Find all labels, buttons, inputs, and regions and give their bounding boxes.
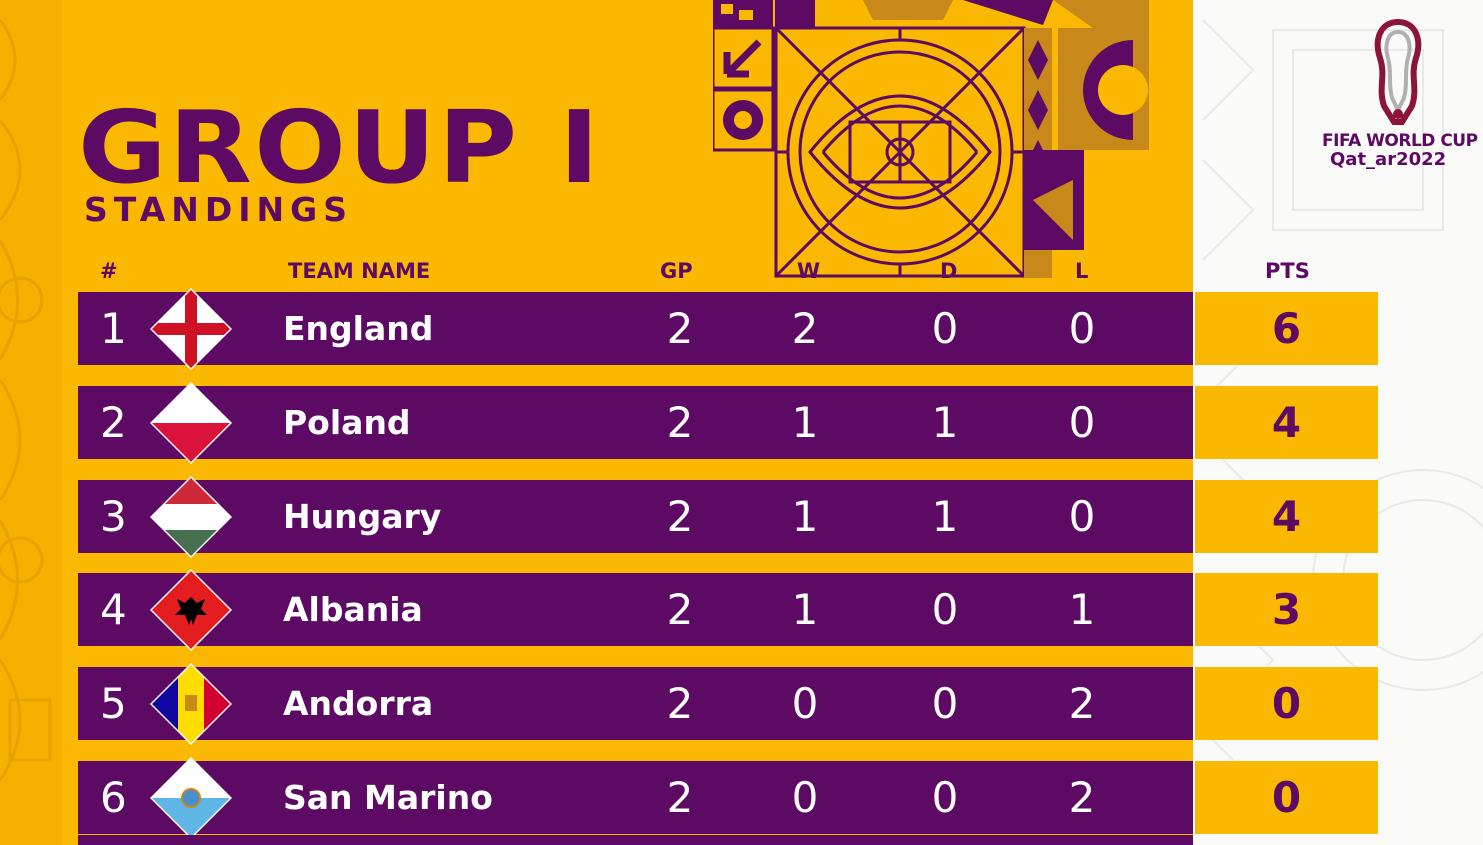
losses-cell: 2 [1068,679,1096,728]
games-played-cell: 2 [666,492,694,541]
points-cell: 4 [1271,398,1302,447]
table-row: 6 San Marino 2 0 0 2 [78,757,1193,839]
andorra-flag-icon [150,663,232,745]
draws-cell: 0 [931,679,959,728]
page-title: GROUP I [78,89,602,206]
points-box: 6 [1195,292,1378,365]
losses-cell: 1 [1068,585,1096,634]
page-subtitle: STANDINGS [84,190,354,229]
world-cup-trophy-logo-icon [1374,18,1422,125]
rank-cell: 6 [100,773,127,822]
stadium-emblem-icon [713,0,1149,278]
points-cell: 6 [1271,304,1302,353]
team-name: San Marino [283,778,493,817]
draws-cell: 0 [931,773,959,822]
column-header-l: L [1075,259,1089,283]
team-name: Hungary [283,497,442,536]
draws-cell: 0 [931,304,959,353]
points-box: 3 [1195,573,1378,646]
column-header-gp: GP [660,259,693,283]
decorative-pattern-left [0,0,62,845]
column-header-d: D [940,259,958,283]
column-header-w: W [797,259,821,283]
wins-cell: 1 [791,585,819,634]
games-played-cell: 2 [666,773,694,822]
games-played-cell: 2 [666,585,694,634]
table-row: 1 England 2 2 0 0 [78,288,1193,370]
san-marino-flag-icon [150,757,232,839]
poland-flag-icon [150,382,232,464]
wins-cell: 0 [791,773,819,822]
losses-cell: 2 [1068,773,1096,822]
rank-cell: 5 [100,679,127,728]
column-header-pts: PTS [1265,259,1310,283]
rank-cell: 4 [100,585,127,634]
draws-cell: 1 [931,398,959,447]
table-row: 5 Andorra 2 0 0 2 [78,663,1193,745]
team-name: Poland [283,403,411,442]
points-box: 4 [1195,386,1378,459]
points-cell: 0 [1271,679,1302,728]
points-cell: 3 [1271,585,1302,634]
games-played-cell: 2 [666,679,694,728]
games-played-cell: 2 [666,398,694,447]
wins-cell: 0 [791,679,819,728]
points-box: 0 [1195,667,1378,740]
losses-cell: 0 [1068,304,1096,353]
table-row: 3 Hungary 2 1 1 0 [78,476,1193,558]
team-name: England [283,309,434,348]
column-header-team: TEAM NAME [288,259,431,283]
logo-subtitle: Qat_ar2022 [1330,149,1447,170]
table-row: 2 Poland 2 1 1 0 [78,382,1193,464]
table-row: 4 Albania 2 1 0 1 [78,569,1193,651]
draws-cell: 0 [931,585,959,634]
wins-cell: 2 [791,304,819,353]
column-header-rank: # [100,259,118,283]
losses-cell: 0 [1068,398,1096,447]
england-flag-icon [150,288,232,370]
games-played-cell: 2 [666,304,694,353]
hungary-flag-icon [150,476,232,558]
wins-cell: 1 [791,398,819,447]
points-cell: 0 [1271,773,1302,822]
points-box: 4 [1195,480,1378,553]
rank-cell: 2 [100,398,127,447]
rank-cell: 3 [100,492,127,541]
losses-cell: 0 [1068,492,1096,541]
table-row-partial [78,835,1193,845]
team-name: Albania [283,590,423,629]
albania-flag-icon [150,569,232,651]
wins-cell: 1 [791,492,819,541]
logo-title: FIFA WORLD CUP [1322,131,1478,151]
rank-cell: 1 [100,304,127,353]
team-name: Andorra [283,684,434,723]
points-box: 0 [1195,761,1378,834]
points-cell: 4 [1271,492,1302,541]
draws-cell: 1 [931,492,959,541]
